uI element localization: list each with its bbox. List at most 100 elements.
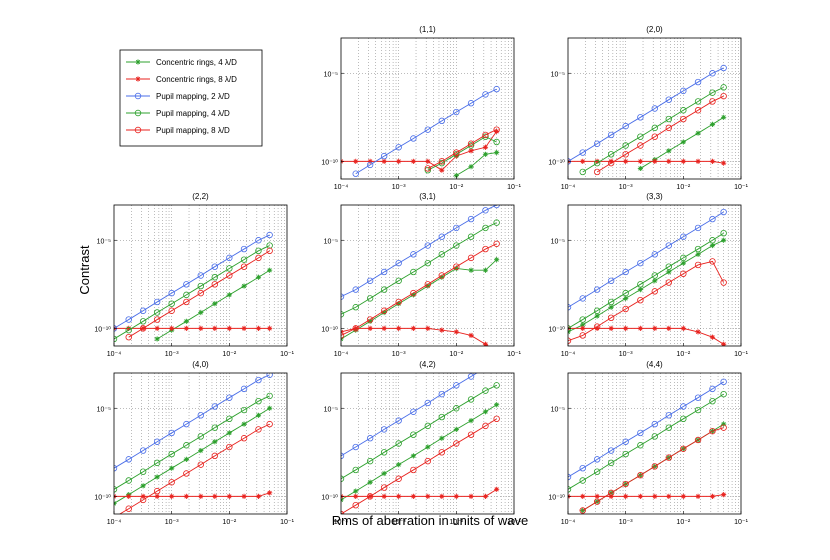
data-point bbox=[366, 161, 374, 169]
data-point bbox=[267, 325, 273, 331]
data-point bbox=[381, 470, 387, 477]
data-point bbox=[637, 493, 643, 499]
data-point bbox=[721, 114, 727, 120]
data-point bbox=[622, 151, 629, 158]
data-point bbox=[241, 493, 247, 499]
data-point bbox=[680, 87, 687, 95]
data-point bbox=[721, 492, 727, 498]
data-point bbox=[255, 412, 262, 418]
data-point bbox=[341, 332, 345, 339]
data-point bbox=[183, 281, 190, 288]
data-point bbox=[396, 158, 402, 164]
data-point bbox=[695, 158, 701, 164]
plot-area bbox=[341, 373, 514, 514]
data-point bbox=[594, 325, 600, 331]
axes-frame bbox=[567, 372, 742, 515]
legend-entry: Pupil mapping, 8 λ/D bbox=[126, 126, 230, 135]
data-point bbox=[607, 489, 615, 497]
data-point bbox=[125, 456, 132, 463]
data-point bbox=[579, 464, 586, 472]
y-tick-label: 10⁻¹⁰ bbox=[548, 325, 565, 333]
data-point bbox=[241, 325, 247, 331]
data-point bbox=[608, 493, 614, 499]
data-point bbox=[608, 158, 614, 164]
data-point bbox=[680, 139, 686, 145]
data-point bbox=[482, 151, 489, 157]
x-tick-label: 10⁻¹ bbox=[507, 184, 521, 191]
legend-label: Concentric rings, 4 λ/D bbox=[156, 58, 237, 67]
data-point bbox=[482, 409, 489, 415]
data-point bbox=[594, 313, 600, 319]
x-axis-label: Rms of aberration in units of wave bbox=[332, 513, 529, 528]
data-point bbox=[168, 307, 175, 314]
data-point bbox=[352, 466, 359, 474]
data-point bbox=[125, 316, 132, 323]
data-point bbox=[267, 405, 273, 411]
series-line bbox=[128, 250, 270, 338]
data-point bbox=[482, 267, 489, 273]
data-point bbox=[720, 378, 727, 386]
data-point bbox=[622, 438, 629, 445]
axes-frame bbox=[113, 204, 288, 347]
data-point bbox=[651, 433, 658, 440]
data-point bbox=[709, 242, 716, 249]
data-point bbox=[622, 450, 629, 458]
data-point bbox=[168, 429, 175, 437]
data-point bbox=[720, 92, 727, 100]
data-point bbox=[623, 493, 629, 499]
data-point bbox=[226, 443, 233, 451]
data-point bbox=[468, 332, 474, 339]
data-point bbox=[125, 477, 132, 484]
data-point bbox=[637, 133, 644, 140]
panel-title: (4,0) bbox=[192, 360, 209, 369]
data-point bbox=[153, 438, 161, 445]
data-point bbox=[226, 292, 232, 298]
data-point bbox=[154, 493, 160, 499]
data-point bbox=[637, 442, 644, 449]
data-point bbox=[255, 247, 262, 255]
data-point bbox=[721, 341, 727, 346]
data-point bbox=[709, 398, 716, 405]
data-point bbox=[153, 459, 161, 467]
data-point bbox=[197, 289, 204, 297]
data-point bbox=[453, 426, 459, 432]
data-point bbox=[694, 436, 702, 444]
data-point bbox=[593, 286, 601, 293]
axes-frame bbox=[567, 204, 742, 347]
data-point bbox=[168, 450, 175, 458]
data-point bbox=[453, 382, 460, 389]
data-point bbox=[467, 100, 475, 107]
data-point bbox=[240, 263, 248, 270]
data-point bbox=[266, 231, 273, 239]
data-point bbox=[183, 493, 189, 499]
data-point bbox=[366, 277, 374, 284]
data-point bbox=[154, 336, 160, 342]
x-tick-label: 10⁻⁴ bbox=[334, 519, 349, 526]
data-point bbox=[694, 224, 702, 232]
data-point bbox=[341, 475, 345, 482]
data-point bbox=[637, 142, 644, 149]
x-tick-label: 10⁻³ bbox=[392, 519, 406, 526]
data-point bbox=[607, 298, 615, 306]
data-point bbox=[410, 466, 417, 474]
data-point bbox=[709, 493, 716, 499]
data-point bbox=[494, 149, 500, 156]
data-point bbox=[623, 158, 629, 164]
data-point bbox=[568, 337, 572, 344]
data-point bbox=[622, 305, 629, 313]
axes-frame bbox=[113, 372, 288, 515]
data-point bbox=[637, 325, 643, 331]
data-point bbox=[680, 254, 687, 262]
x-tick-label: 10⁻² bbox=[222, 519, 236, 526]
x-tick-label: 10⁻³ bbox=[392, 184, 406, 191]
data-point bbox=[168, 289, 175, 297]
data-point bbox=[267, 490, 273, 496]
data-point bbox=[183, 442, 190, 449]
data-point bbox=[468, 148, 474, 154]
series-layer bbox=[568, 378, 727, 514]
data-point bbox=[226, 265, 233, 272]
data-point bbox=[439, 327, 445, 333]
data-point bbox=[637, 296, 644, 304]
data-point bbox=[183, 298, 190, 306]
data-point bbox=[153, 309, 161, 316]
